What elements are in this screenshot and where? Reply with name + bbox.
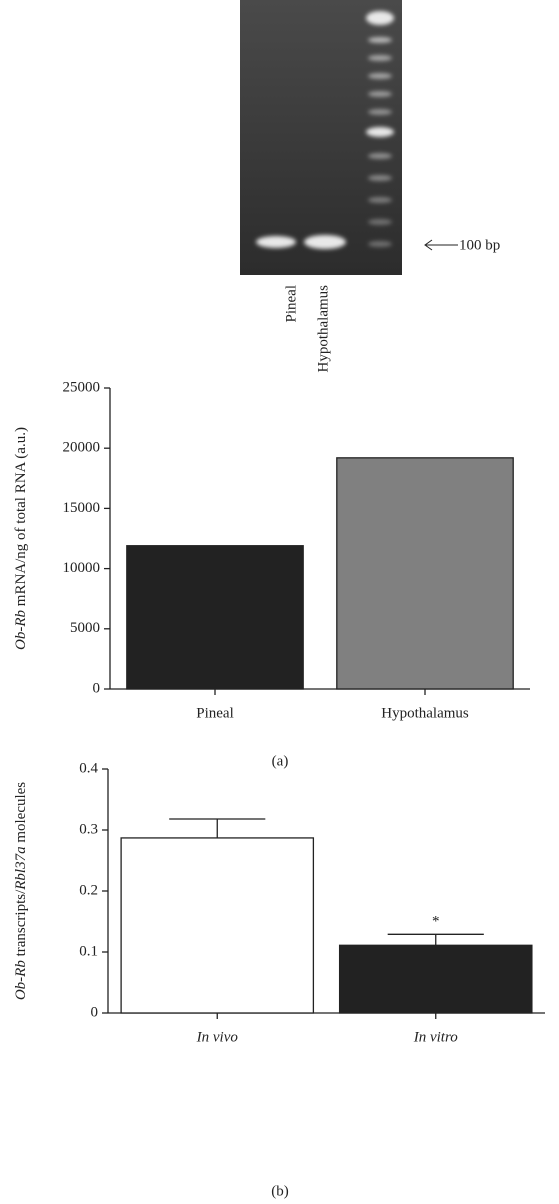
y-axis-label: Ob-Rb transcripts/Rbl37a molecules bbox=[13, 782, 29, 1000]
x-tick-label: In vivo bbox=[196, 1029, 239, 1045]
y-axis-label-part: Ob-Rb bbox=[13, 609, 29, 649]
x-tick-label: Hypothalamus bbox=[381, 705, 469, 721]
y-axis-label: Ob-Rb mRNA/ng of total RNA (a.u.) bbox=[13, 427, 29, 650]
bar bbox=[337, 458, 513, 689]
y-tick-label: 0.3 bbox=[79, 821, 98, 837]
y-axis-label-part: mRNA/ng of total RNA (a.u.) bbox=[13, 427, 29, 610]
y-axis-label-part: transcripts/ bbox=[13, 889, 29, 960]
y-axis-label-part: molecules bbox=[13, 782, 29, 847]
panel-label: (a) bbox=[272, 753, 289, 769]
y-axis-label-part: Rbl37a bbox=[13, 846, 29, 890]
y-tick-label: 20000 bbox=[63, 440, 101, 456]
figure: 100 bp Pineal Hypothalamus 0 5000 10000 150… bbox=[0, 0, 559, 1204]
y-tick-label: 5000 bbox=[70, 620, 100, 636]
y-tick-label: 0 bbox=[91, 1004, 99, 1020]
y-tick-label: 0.4 bbox=[79, 760, 98, 776]
lane-label: Pineal bbox=[283, 285, 299, 323]
marker-label: 100 bp bbox=[459, 237, 500, 253]
y-tick-label: 25000 bbox=[63, 379, 101, 395]
y-tick-label: 0.1 bbox=[79, 943, 98, 959]
bar bbox=[127, 546, 303, 689]
lane-label: Hypothalamus bbox=[315, 285, 331, 373]
gel-image bbox=[240, 0, 458, 275]
y-tick-label: 10000 bbox=[63, 560, 101, 576]
error-bar bbox=[169, 819, 265, 838]
y-tick-label: 0 bbox=[93, 680, 101, 696]
x-tick-label: In vitro bbox=[413, 1029, 459, 1045]
y-tick-label: 0.2 bbox=[79, 882, 98, 898]
y-tick-label: 15000 bbox=[63, 500, 101, 516]
bar bbox=[121, 838, 313, 1013]
significance-mark: * bbox=[432, 914, 440, 930]
y-axis-label-part: Ob-Rb bbox=[13, 960, 29, 1000]
bar bbox=[340, 945, 532, 1013]
panel-label: (b) bbox=[271, 1183, 289, 1199]
x-tick-label: Pineal bbox=[196, 705, 234, 721]
error-bar bbox=[388, 934, 484, 945]
